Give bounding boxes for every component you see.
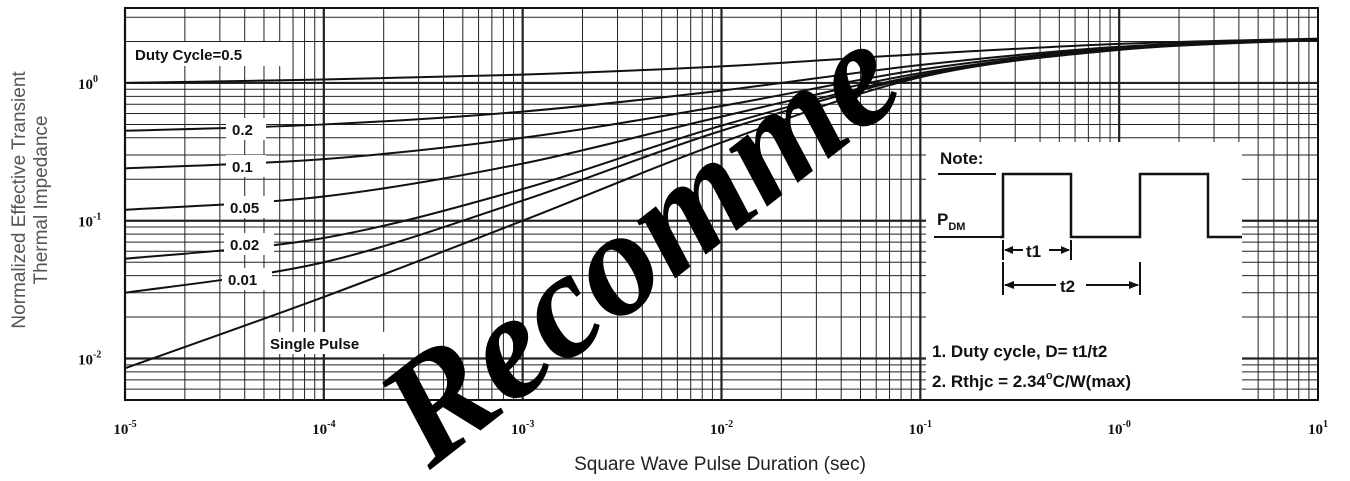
- t2-label: t2: [1060, 277, 1075, 296]
- t1-left-arrow: [1004, 246, 1013, 254]
- y-axis-label-line-1: Normalized Effective Transient: [9, 71, 30, 329]
- t2-left-arrow: [1004, 281, 1014, 289]
- note-line-2: 2. Rthjc = 2.34oC/W(max): [932, 370, 1131, 391]
- note-line-1: 1. Duty cycle, D= t1/t2: [932, 342, 1107, 361]
- note-title: Note:: [940, 149, 983, 168]
- series-line-0: [124, 37, 1319, 84]
- t1-label: t1: [1026, 242, 1041, 261]
- y-tick-labels: 100 10-1 10-2: [78, 74, 101, 369]
- x-tick-label: 101: [1308, 419, 1328, 438]
- t2-right-arrow: [1129, 281, 1139, 289]
- curve-label-0.05-bg: [224, 196, 274, 218]
- x-tick-label: 10-4: [312, 419, 335, 438]
- curve-label-0.02-bg: [224, 233, 274, 255]
- curve-label-0.1: 0.1: [232, 159, 253, 176]
- x-tick-label: 10-3: [511, 419, 534, 438]
- y-tick-label: 100: [78, 74, 98, 93]
- curve-label-0.5: Duty Cycle=0.5: [135, 47, 242, 64]
- curve-label-single-pulse: Single Pulse: [270, 336, 359, 353]
- pdm-label: PDM: [937, 210, 965, 233]
- curve-label-0.01-bg: [222, 268, 272, 290]
- y-axis-label-line-2: Thermal Impedance: [31, 116, 52, 285]
- note-box: [926, 142, 1242, 400]
- y-tick-label: 10-1: [78, 212, 101, 231]
- t1-right-arrow: [1061, 246, 1070, 254]
- curve-label-0.2-bg: [226, 118, 266, 140]
- curve-label-0.01: 0.01: [228, 272, 257, 289]
- watermark-text: Recomme: [347, 0, 929, 481]
- curve-labels: Duty Cycle=0.5 0.2 0.1 0.05 0.02 0.01 Si…: [130, 42, 407, 354]
- t2-label-bg: [1056, 274, 1086, 296]
- pulse-waveform: [1000, 172, 1242, 239]
- x-tick-label: 10-2: [710, 419, 733, 438]
- series-line-6: [124, 39, 1319, 370]
- curve-label-single-bg: [265, 332, 407, 354]
- x-tick-label: 10-1: [909, 419, 932, 438]
- t1-label-bg: [1023, 240, 1049, 260]
- x-tick-label: 10-0: [1107, 419, 1130, 438]
- x-axis-label: Square Wave Pulse Duration (sec): [574, 454, 866, 475]
- x-tick-labels: 10-5 10-4 10-3 10-2 10-1 10-0 101: [113, 419, 1328, 438]
- curve-label-0.02: 0.02: [230, 237, 259, 254]
- curve-label-0.1-bg: [226, 155, 266, 177]
- plot-frame: [124, 7, 1319, 401]
- note-inset: Note: PDM t1 t2 1. Duty cycle, D= t1/t2 …: [926, 142, 1242, 400]
- curve-label-0.05: 0.05: [230, 200, 259, 217]
- series-curves: [124, 37, 1319, 370]
- y-tick-label: 10-2: [78, 350, 101, 369]
- curve-label-0.5-bg: [130, 42, 290, 66]
- curve-label-0.2: 0.2: [232, 122, 253, 139]
- x-tick-label: 10-5: [113, 419, 136, 438]
